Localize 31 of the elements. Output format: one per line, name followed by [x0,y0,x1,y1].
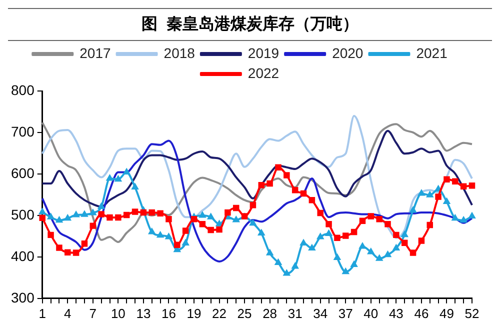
legend-label: 2017 [80,44,111,61]
x-tick-label: 13 [136,306,151,321]
x-tick-label: 16 [161,306,176,321]
x-tick-label: 7 [89,306,97,321]
x-tick-label: 10 [110,306,126,321]
x-tick-label: 19 [186,306,202,321]
y-tick-label: 700 [11,123,35,140]
x-tick-label: 34 [313,306,328,321]
x-tick-label: 4 [64,306,72,321]
x-tick-label: 37 [338,306,353,321]
y-tick-label: 500 [11,206,35,222]
x-tick-label: 28 [262,306,278,321]
x-tick-label: 46 [414,306,429,321]
legend-label: 2020 [332,44,364,61]
y-tick-label: 300 [11,289,35,306]
legend-label: 2018 [164,44,196,61]
x-tick-label: 52 [464,306,480,321]
x-tick-label: 40 [364,306,378,321]
legend-label: 2021 [416,44,448,61]
y-tick-label: 400 [11,248,35,264]
legend-label: 2019 [248,44,280,61]
x-tick-label: 49 [439,306,454,321]
x-tick-label: 1 [38,306,46,321]
y-tick-label: 600 [11,164,35,181]
x-tick-label: 22 [212,306,227,321]
x-tick-label: 25 [237,306,252,321]
chart-title: 图 秦皇岛港煤炭库存（万吨） [8,8,492,41]
x-tick-label: 31 [288,306,302,321]
y-tick-label: 800 [11,82,35,98]
x-tick-label: 43 [388,306,404,321]
legend-label: 2022 [248,64,280,81]
